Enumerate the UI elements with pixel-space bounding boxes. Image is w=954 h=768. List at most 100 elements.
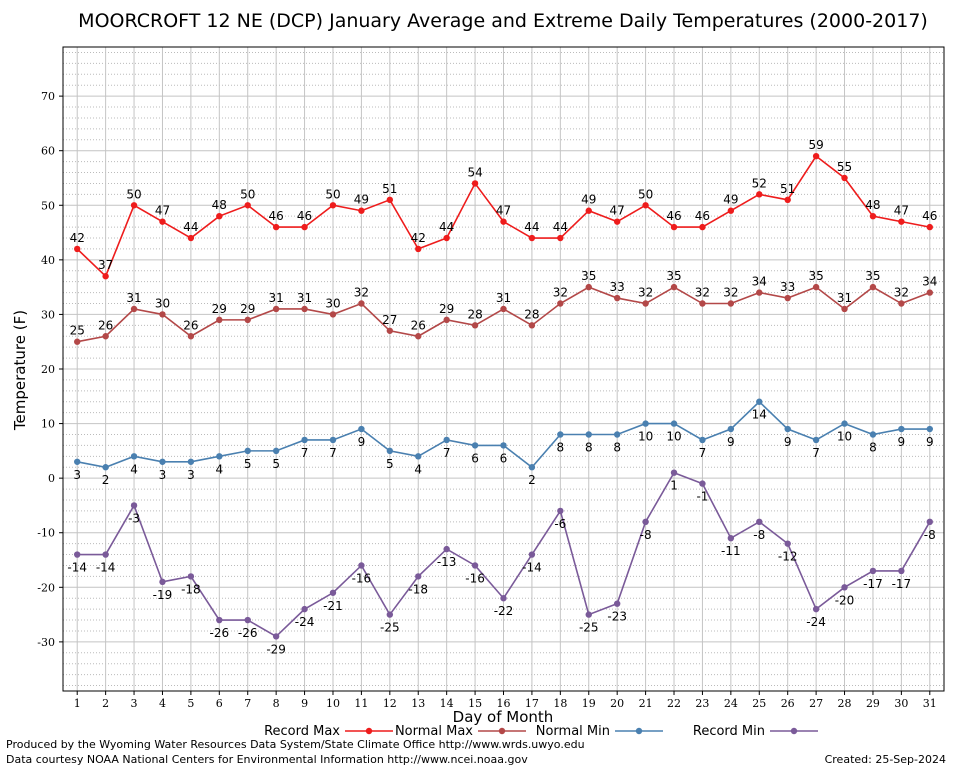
normal-max-point [471, 322, 479, 329]
normal-max-point [812, 283, 820, 291]
record-max-point [500, 218, 507, 225]
normal-max-data-label: 25 [70, 324, 85, 338]
normal-min-point [443, 436, 450, 444]
normal-max-point [216, 316, 223, 324]
normal-min-data-label: 4 [414, 462, 422, 476]
record-max-point [159, 218, 166, 225]
normal-max-point [244, 316, 251, 324]
x-tick-label: 17 [525, 697, 539, 710]
record-min-point [386, 611, 394, 618]
record-min-point [358, 562, 365, 569]
normal-max-data-label: 34 [922, 275, 937, 289]
record-max-point [528, 234, 536, 242]
normal-max-data-label: 31 [297, 291, 312, 305]
record-max-point [358, 207, 365, 214]
record-min-data-label: -26 [238, 626, 258, 640]
record-min-point [784, 540, 791, 547]
x-tick-label: 10 [326, 697, 340, 710]
legend-item-record-max: Record Max [264, 724, 393, 739]
record-max-point [926, 223, 933, 231]
normal-min-point [727, 425, 735, 433]
record-max-data-label: 50 [240, 187, 255, 201]
x-tick-label: 15 [468, 697, 482, 710]
x-tick-label: 20 [610, 697, 624, 710]
record-min-data-label: -6 [554, 517, 566, 531]
footer-created: Created: 25-Sep-2024 [824, 753, 946, 766]
record-min-point [613, 600, 621, 607]
record-min-point [329, 589, 337, 596]
record-max-point [756, 191, 763, 198]
normal-min-point [272, 447, 280, 455]
normal-min-data-label: 14 [752, 408, 767, 422]
normal-min-data-label: 8 [613, 440, 621, 454]
x-tick-label: 12 [383, 697, 397, 710]
record-max-point [216, 212, 223, 220]
legend-swatch-marker [635, 727, 643, 735]
record-min-point [244, 616, 251, 624]
normal-min-point [102, 464, 109, 471]
normal-max-data-label: 26 [98, 318, 113, 332]
record-min-data-label: -25 [579, 621, 599, 635]
normal-min-series: 3 2 4 3 3 4 5 5 7 7 9 5 4 7 6 6 2 8 8 8 10 10 7 9 14 9 7 10 8 9 9 [73, 398, 934, 487]
record-min-data-label: -22 [494, 604, 514, 618]
normal-max-point [670, 283, 678, 291]
normal-min-data-label: 6 [471, 451, 479, 465]
y-tick-label: 60 [41, 145, 55, 158]
normal-max-data-label: 32 [354, 286, 369, 300]
normal-max-point [386, 327, 394, 334]
normal-min-point [699, 436, 706, 444]
normal-min-point [74, 458, 81, 465]
record-max-data-label: 46 [695, 209, 710, 223]
record-min-data-label: -16 [352, 571, 372, 585]
record-max-point [869, 212, 877, 220]
normal-max-data-label: 35 [666, 269, 681, 283]
record-min-data-label: -19 [153, 588, 173, 602]
x-tick-label: 23 [695, 697, 709, 710]
record-min-point [756, 518, 763, 526]
record-max-point [244, 202, 251, 209]
record-min-data-label: -14 [522, 561, 542, 575]
normal-min-data-label: 5 [244, 457, 252, 471]
record-max-data-label: 44 [183, 220, 198, 234]
y-tick-label: 70 [41, 90, 55, 103]
y-axis-title: Temperature (F) [11, 310, 29, 431]
record-max-data-label: 52 [752, 176, 767, 190]
normal-max-point [272, 305, 280, 313]
normal-min-data-label: 2 [102, 473, 110, 487]
record-min-data-label: -12 [778, 550, 798, 564]
normal-max-data-label: 35 [581, 269, 596, 283]
normal-max-point [159, 311, 166, 318]
normal-min-point [329, 436, 337, 444]
normal-min-data-label: 7 [812, 446, 820, 460]
record-max-point [443, 234, 450, 242]
normal-max-point [642, 300, 649, 307]
record-max-data-label: 42 [70, 231, 85, 245]
normal-min-point [471, 442, 479, 449]
record-max-point [415, 245, 422, 253]
normal-max-point [329, 311, 337, 318]
normal-max-data-label: 31 [269, 291, 284, 305]
chart-title: MOORCROFT 12 NE (DCP) January Average an… [78, 10, 928, 32]
record-max-data-label: 59 [808, 138, 823, 152]
normal-min-data-label: 10 [638, 430, 653, 444]
normal-min-point [812, 436, 820, 444]
normal-max-data-label: 32 [638, 286, 653, 300]
x-tick-label: 21 [639, 697, 653, 710]
record-max-data-label: 50 [325, 187, 340, 201]
record-max-data-label: 51 [382, 182, 397, 196]
normal-max-point [557, 300, 564, 307]
normal-min-point [528, 464, 536, 471]
record-max-data-label: 50 [638, 187, 653, 201]
normal-min-point [301, 436, 308, 444]
x-tick-label: 1 [74, 697, 81, 710]
normal-min-data-label: 4 [130, 462, 138, 476]
normal-min-data-label: 3 [187, 468, 195, 482]
record-max-data-label: 46 [269, 209, 284, 223]
record-min-point [216, 616, 223, 624]
record-min-point [500, 595, 507, 602]
normal-max-data-label: 32 [723, 286, 738, 300]
record-max-data-label: 55 [837, 160, 852, 174]
x-tick-label: 8 [273, 697, 280, 710]
normal-max-point [415, 333, 422, 340]
